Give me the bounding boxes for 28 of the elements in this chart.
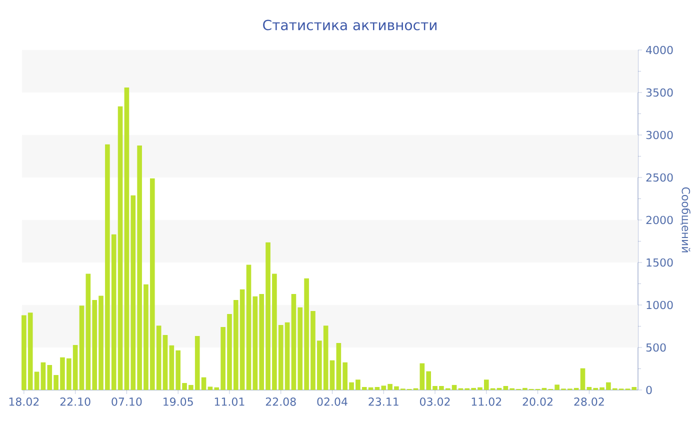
x-tick-label: 22.10 <box>60 398 90 406</box>
chart-title: Статистика активности <box>263 20 436 30</box>
y-tick-label: 1500 <box>646 258 673 267</box>
x-tick-label: 02.04 <box>317 398 348 406</box>
x-tick-label: 07.10 <box>112 398 142 406</box>
x-tick-label: 19.05 <box>164 398 193 406</box>
y-axis-title: Сообщений <box>680 187 690 252</box>
x-tick-label: 23.11 <box>368 398 398 406</box>
bar <box>162 334 168 390</box>
y-tick-label: 2000 <box>646 216 673 224</box>
y-tick-label: 3000 <box>646 130 673 140</box>
y-tick-label: 500 <box>646 343 666 352</box>
bar <box>580 368 586 390</box>
x-tick-label: 18.02 <box>9 398 39 406</box>
x-tick-label: 11.02 <box>472 398 502 406</box>
y-tick-label: 2500 <box>646 173 673 182</box>
y-tick-label: 3500 <box>646 88 673 97</box>
x-tick-label: 11.01 <box>214 398 244 406</box>
y-tick-label: 4000 <box>646 46 673 54</box>
bar <box>79 306 84 390</box>
bar <box>330 360 335 390</box>
x-tick-label: 22.08 <box>266 398 296 406</box>
x-tick-label: 28.02 <box>574 398 604 406</box>
x-tick-label: 03.02 <box>420 398 450 406</box>
bar <box>246 264 252 390</box>
x-tick-label: 20.02 <box>522 398 552 406</box>
y-tick-label: 0 <box>646 386 652 394</box>
y-tick-label: 1000 <box>646 300 673 310</box>
